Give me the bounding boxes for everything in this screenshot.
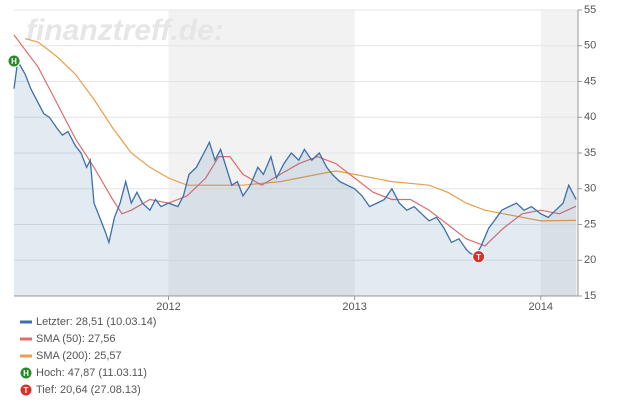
legend-label: SMA (50): 27,56 xyxy=(36,333,116,345)
series-line xyxy=(13,34,577,247)
legend-marker-symbol: T xyxy=(24,386,29,395)
legend-marker xyxy=(19,366,33,380)
y-tick-label: 40 xyxy=(584,111,596,123)
y-tick-label: 45 xyxy=(584,75,596,87)
extreme-marker xyxy=(472,250,486,264)
y-tick-label: 35 xyxy=(584,147,596,159)
x-tick-label: 2012 xyxy=(156,301,180,313)
series-line xyxy=(25,38,577,222)
y-tick-label: 55 xyxy=(584,4,596,16)
y-tick-label: 20 xyxy=(584,254,596,266)
x-tick-label: 2013 xyxy=(342,301,366,313)
legend-label: Hoch: 47,87 (11.03.11) xyxy=(36,367,147,379)
legend-marker xyxy=(19,383,33,397)
y-tick-label: 15 xyxy=(584,290,596,302)
legend-label: SMA (200): 25,57 xyxy=(36,350,122,362)
area xyxy=(14,61,577,296)
x-tick-label: 2014 xyxy=(529,301,553,313)
legend-label: Tief: 20,64 (27.08.13) xyxy=(36,384,141,396)
extreme-marker-symbol: T xyxy=(476,253,481,262)
legend-marker-symbol: H xyxy=(23,369,29,378)
y-tick-label: 30 xyxy=(584,183,596,195)
y-tick-label: 50 xyxy=(584,40,596,52)
watermark: finanztreff.de: xyxy=(26,14,224,47)
legend-label: Letzter: 28,51 (10.03.14) xyxy=(36,316,156,328)
extreme-marker-symbol: H xyxy=(11,57,17,66)
extreme-marker xyxy=(7,54,21,68)
y-tick-label: 25 xyxy=(584,218,596,230)
